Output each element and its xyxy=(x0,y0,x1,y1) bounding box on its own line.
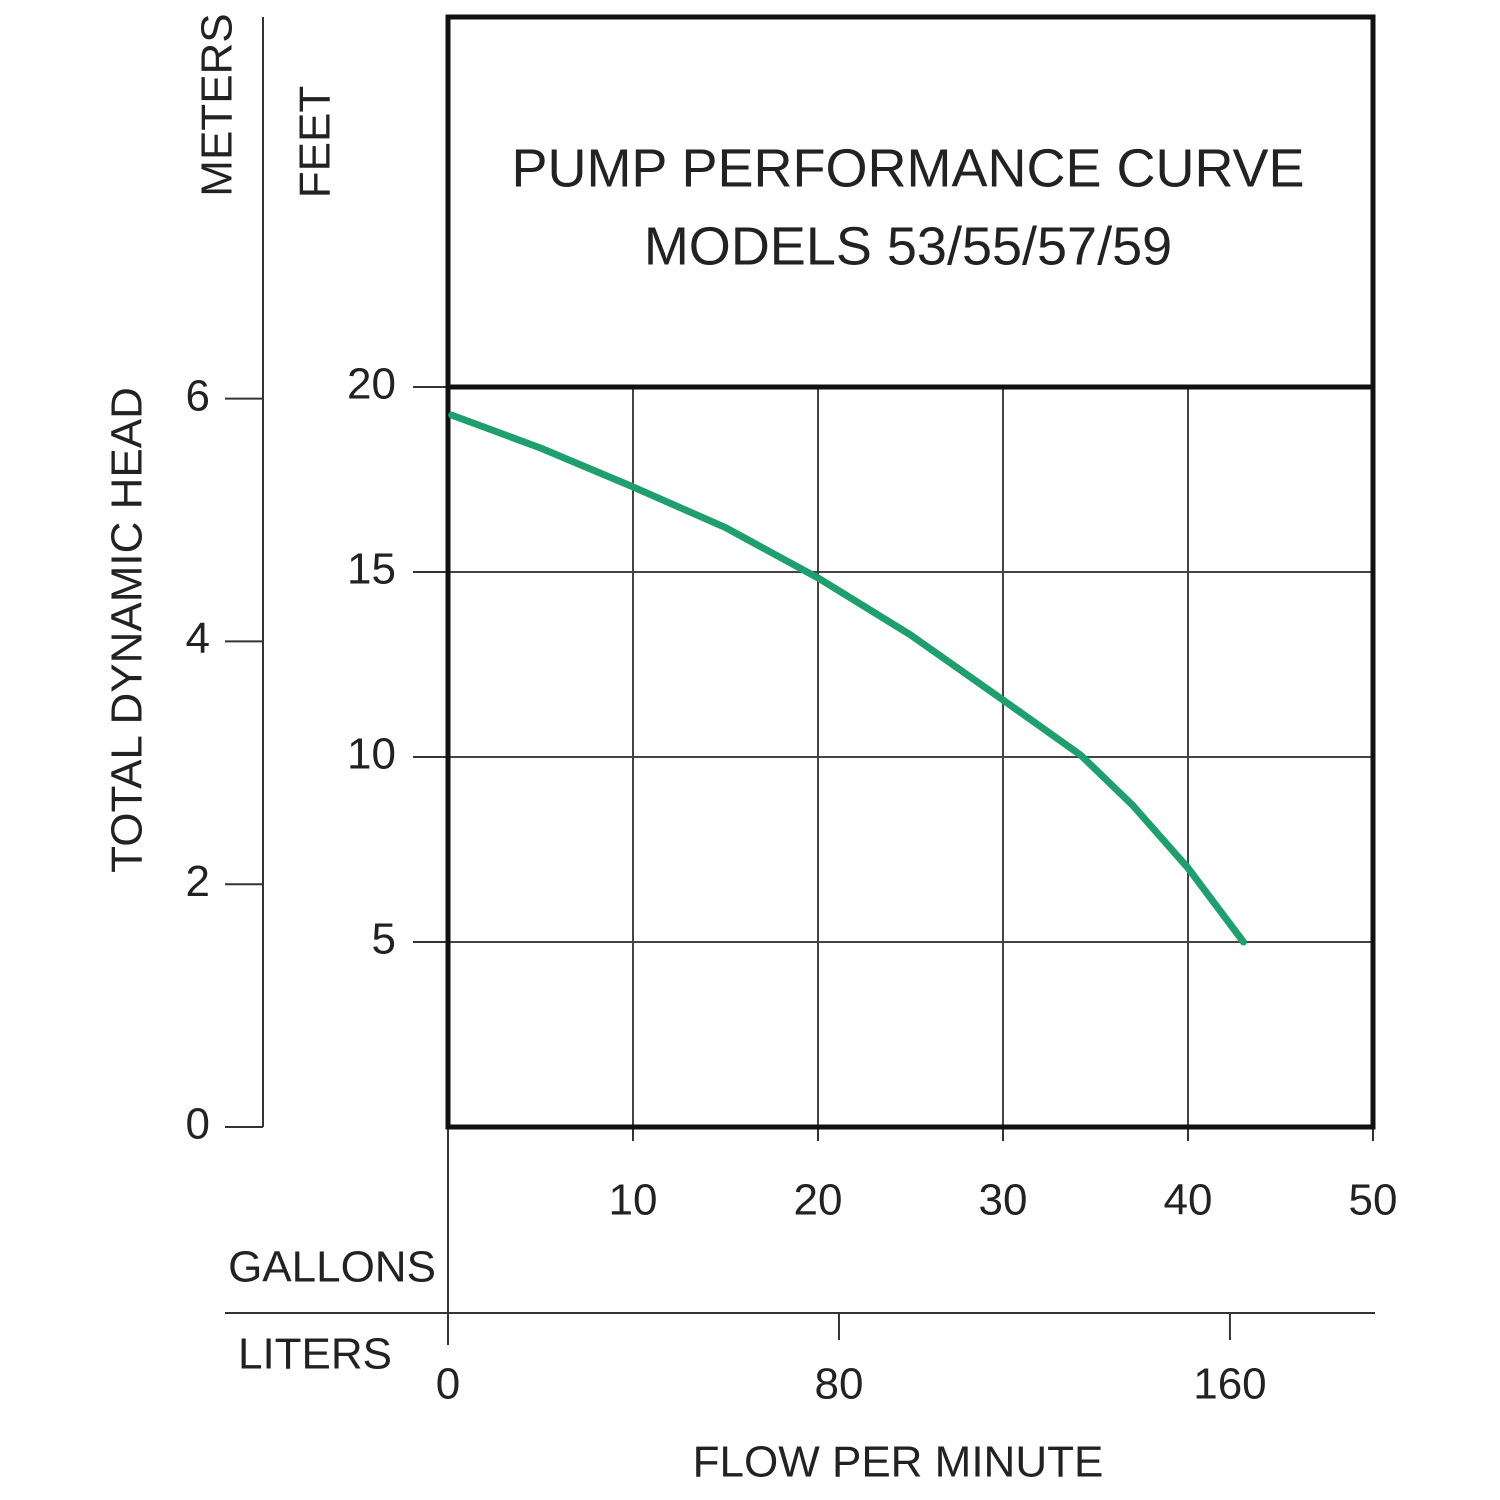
x2-tick-label: 0 xyxy=(436,1360,460,1409)
plot-frame xyxy=(445,384,1376,1130)
x2-tick-label: 80 xyxy=(814,1360,863,1409)
y-tick-label: 15 xyxy=(347,545,396,594)
chart-title: PUMP PERFORMANCE CURVE xyxy=(511,138,1304,198)
x-unit: GALLONS xyxy=(228,1243,436,1292)
title-box xyxy=(445,14,1376,390)
x2-unit: LITERS xyxy=(238,1330,392,1379)
y-tick-label: 10 xyxy=(347,730,396,779)
x-tick-label: 20 xyxy=(794,1176,843,1225)
x-tick-label: 30 xyxy=(979,1176,1028,1225)
x2-tick-label: 160 xyxy=(1193,1360,1266,1409)
y2-tick-label: 6 xyxy=(186,371,210,420)
y2-tick-label: 0 xyxy=(186,1100,210,1149)
y2-tick-label: 4 xyxy=(186,614,210,663)
y2-unit: METERS xyxy=(193,13,242,196)
pump-curve xyxy=(448,411,1247,946)
x-axis-label: FLOW PER MINUTE xyxy=(693,1438,1104,1487)
x-tick-label: 40 xyxy=(1164,1176,1213,1225)
y2-tick-label: 2 xyxy=(186,857,210,906)
y-tick-label: 20 xyxy=(347,360,396,409)
x-tick-label: 50 xyxy=(1349,1176,1398,1225)
x-tick-label: 10 xyxy=(609,1176,658,1225)
chart-subtitle: MODELS 53/55/57/59 xyxy=(644,216,1172,276)
y-tick-label: 5 xyxy=(372,915,396,964)
y-axis-label: TOTAL DYNAMIC HEAD xyxy=(103,387,152,873)
y-unit: FEET xyxy=(291,86,340,198)
